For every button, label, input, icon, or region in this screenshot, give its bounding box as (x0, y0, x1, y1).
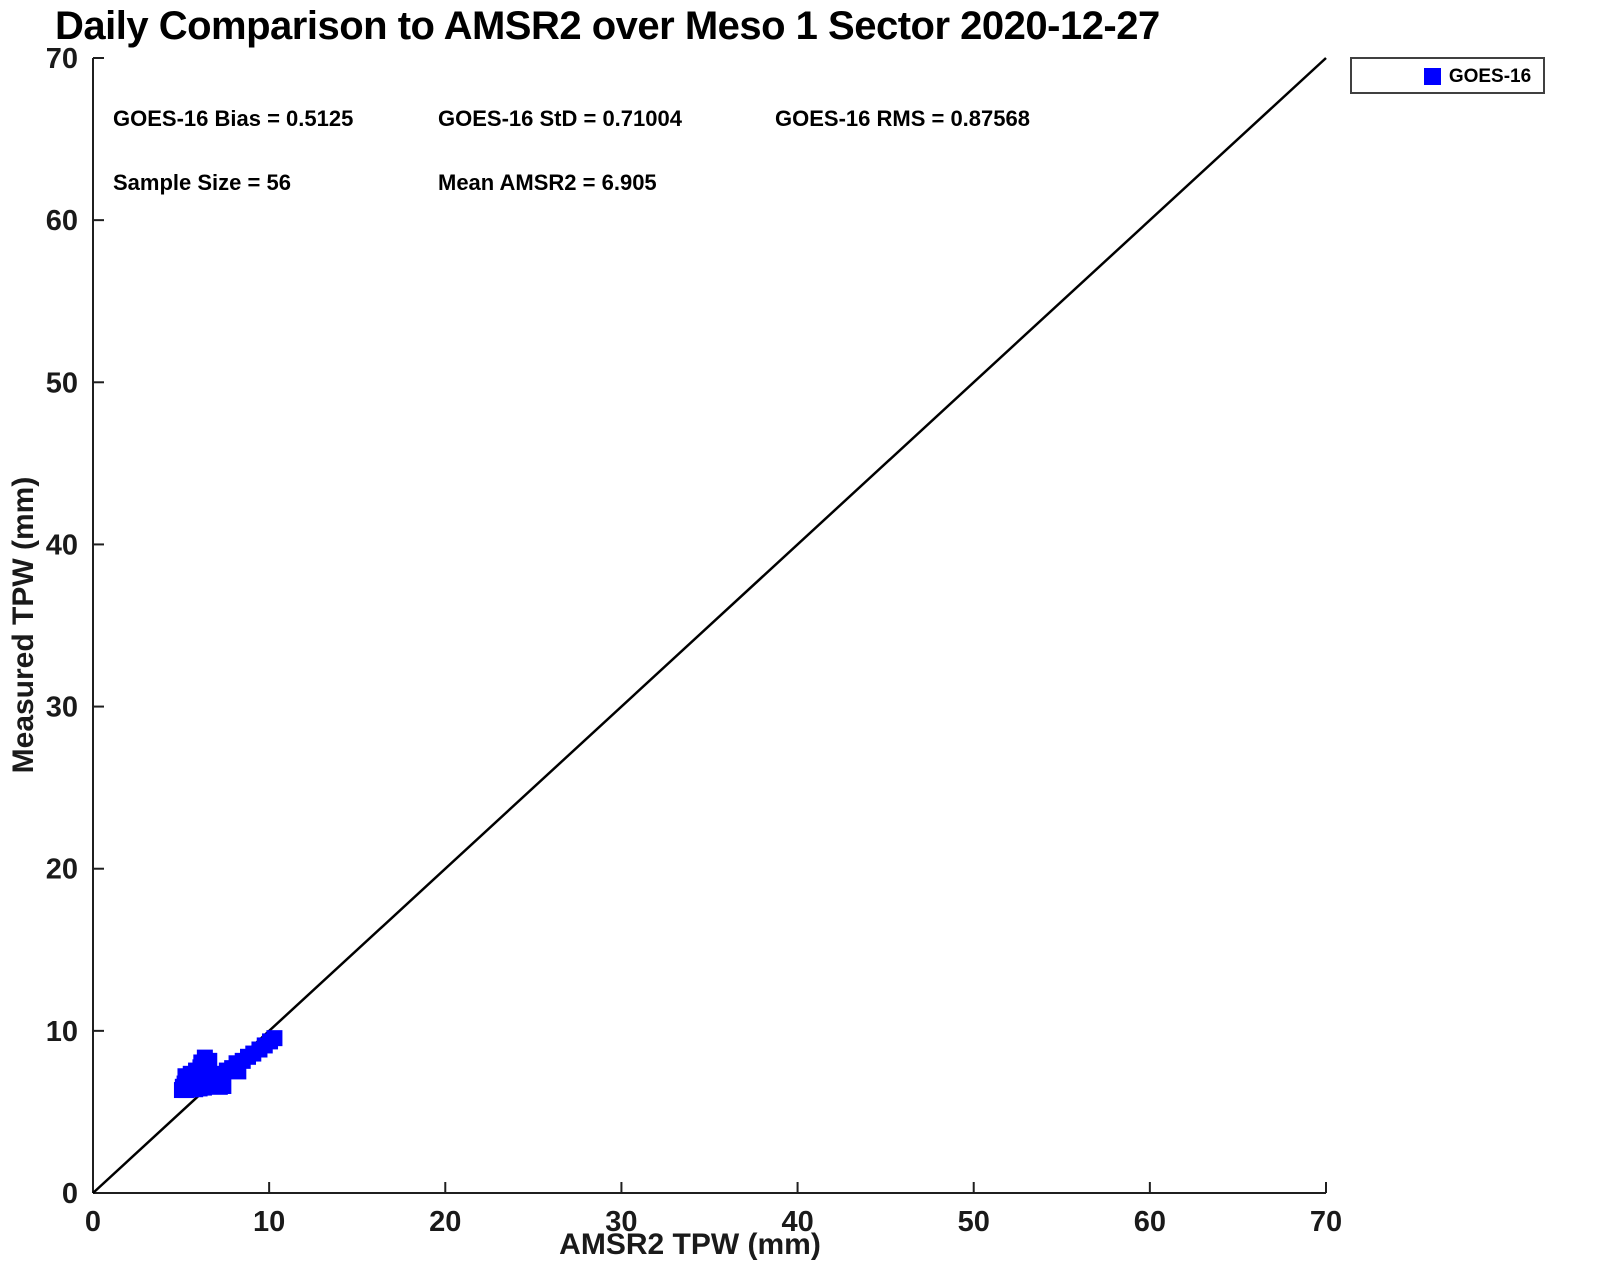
stat-std: GOES-16 StD = 0.71004 (438, 106, 682, 131)
x-axis-label: AMSR2 TPW (mm) (559, 1228, 821, 1261)
y-tick-label: 40 (46, 529, 78, 561)
x-tick-label: 10 (253, 1206, 285, 1238)
y-tick-label: 50 (46, 367, 78, 399)
y-tick-label: 60 (46, 205, 78, 237)
y-tick-label: 0 (62, 1178, 78, 1210)
x-tick-label: 40 (781, 1206, 813, 1238)
x-tick-label: 30 (605, 1206, 637, 1238)
y-tick-label: 30 (46, 692, 78, 724)
stat-mean-amsr2: Mean AMSR2 = 6.905 (438, 170, 657, 195)
scatter-marker (211, 1078, 228, 1095)
x-tick-label: 20 (429, 1206, 461, 1238)
identity-line (92, 57, 1327, 1194)
legend: GOES-16 (1350, 57, 1545, 94)
x-tick-label: 50 (958, 1206, 990, 1238)
y-tick-label: 70 (46, 43, 78, 75)
stat-sample-size: Sample Size = 56 (113, 170, 291, 195)
chart-title: Daily Comparison to AMSR2 over Meso 1 Se… (55, 4, 1160, 48)
y-axis-label: Measured TPW (mm) (7, 476, 40, 774)
legend-marker-square-icon (1424, 68, 1441, 85)
y-tick-label: 20 (46, 854, 78, 886)
stat-rms: GOES-16 RMS = 0.87568 (775, 106, 1030, 131)
x-tick-label: 70 (1310, 1206, 1342, 1238)
legend-label: GOES-16 (1448, 66, 1532, 87)
x-tick-label: 60 (1134, 1206, 1166, 1238)
scatter-marker (195, 1079, 212, 1096)
stat-bias: GOES-16 Bias = 0.5125 (113, 106, 354, 131)
x-tick-label: 0 (85, 1206, 101, 1238)
y-tick-label: 10 (46, 1016, 78, 1048)
